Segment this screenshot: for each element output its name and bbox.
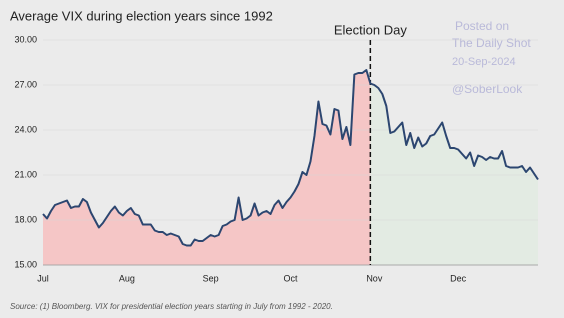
x-tick-label: Aug — [119, 273, 135, 283]
line — [42, 69, 539, 247]
annotation: Election Day — [334, 22, 407, 37]
x-tick-label: Sep — [203, 273, 219, 283]
area — [370, 83, 538, 265]
y-tick-label: 24.00 — [14, 124, 37, 134]
watermark: 20-Sep-2024 — [452, 56, 516, 68]
x-tick-label: Jul — [37, 273, 49, 283]
y-tick-label: 15.00 — [14, 259, 37, 269]
x-tick-label: Dec — [450, 273, 467, 283]
watermark: Posted on — [455, 19, 509, 33]
y-tick-label: 30.00 — [14, 34, 37, 44]
y-tick-label: 18.00 — [14, 214, 37, 224]
chart-title: Average VIX during election years since … — [10, 8, 273, 23]
watermark: The Daily Shot — [452, 36, 531, 50]
watermark: @SoberLook — [452, 82, 523, 96]
x-tick-label: Oct — [283, 273, 298, 283]
source-note: Source: (1) Bloomberg. VIX for president… — [10, 302, 333, 311]
x-tick-label: Nov — [366, 273, 383, 283]
y-tick-label: 21.00 — [14, 169, 37, 179]
y-tick-label: 27.00 — [14, 79, 37, 89]
area — [43, 70, 371, 265]
